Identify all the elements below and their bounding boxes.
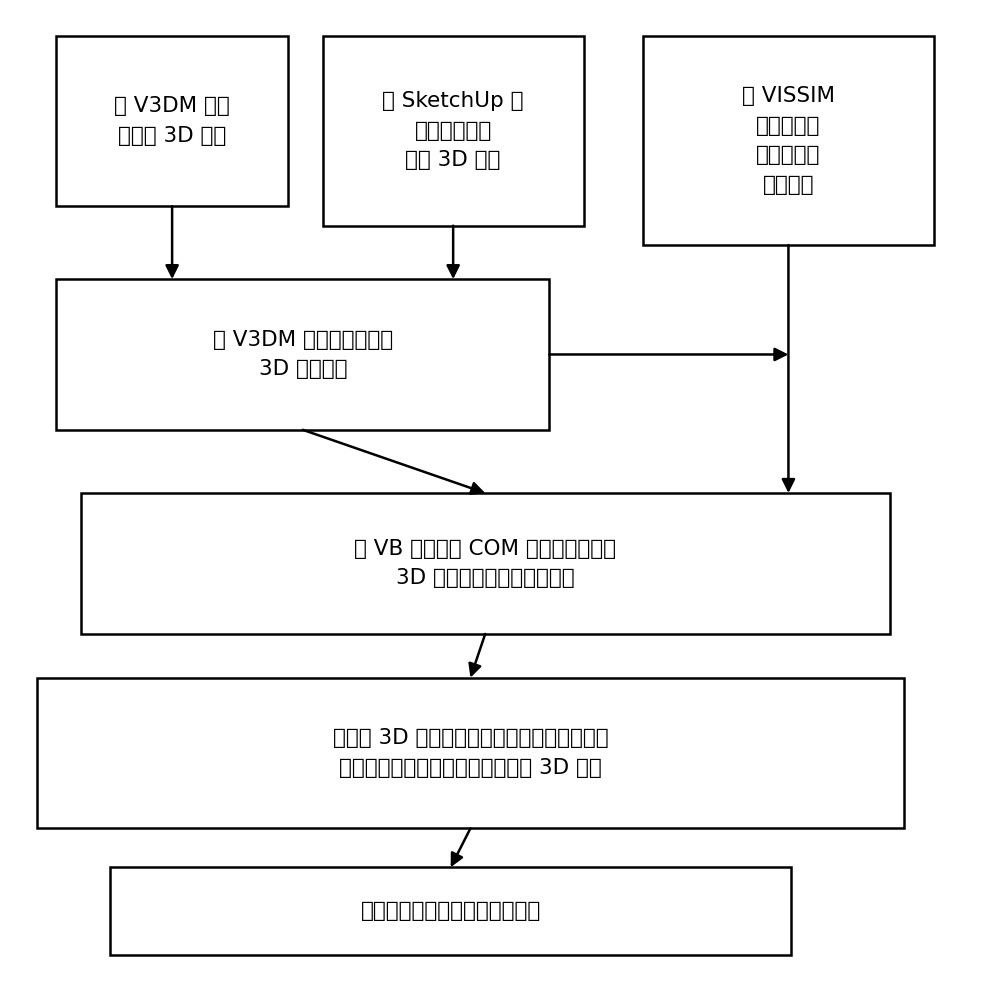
Text: 用 SketchUp 构
建较为复杂对
象的 3D 模型: 用 SketchUp 构 建较为复杂对 象的 3D 模型 bbox=[382, 92, 524, 171]
Text: 用 VISSIM
常规功能构
建交通运行
基本环境: 用 VISSIM 常规功能构 建交通运行 基本环境 bbox=[742, 86, 835, 195]
Bar bbox=[110, 868, 791, 954]
Text: 运行仿真，视频输出及剪辑处理: 运行仿真，视频输出及剪辑处理 bbox=[361, 901, 541, 921]
Text: 用 VB 编程通过 COM 接口实现对部分
3D 对象特殊动作的动态控制: 用 VB 编程通过 COM 接口实现对部分 3D 对象特殊动作的动态控制 bbox=[354, 538, 616, 589]
Bar bbox=[56, 279, 549, 430]
Text: 用 V3DM 构建
简单的 3D 模型: 用 V3DM 构建 简单的 3D 模型 bbox=[114, 97, 230, 146]
Bar bbox=[56, 36, 288, 206]
Text: 完善各 3D 对象动作间的协调；增加行人、自
行车、绿化、建筑物等附属环境的 3D 模型: 完善各 3D 对象动作间的协调；增加行人、自 行车、绿化、建筑物等附属环境的 3… bbox=[333, 729, 608, 778]
Bar bbox=[37, 677, 904, 828]
Bar bbox=[81, 493, 890, 634]
Bar bbox=[322, 36, 584, 226]
Bar bbox=[643, 36, 934, 246]
Text: 用 V3DM 进行格式再构及
3D 状态定义: 用 V3DM 进行格式再构及 3D 状态定义 bbox=[213, 329, 393, 380]
